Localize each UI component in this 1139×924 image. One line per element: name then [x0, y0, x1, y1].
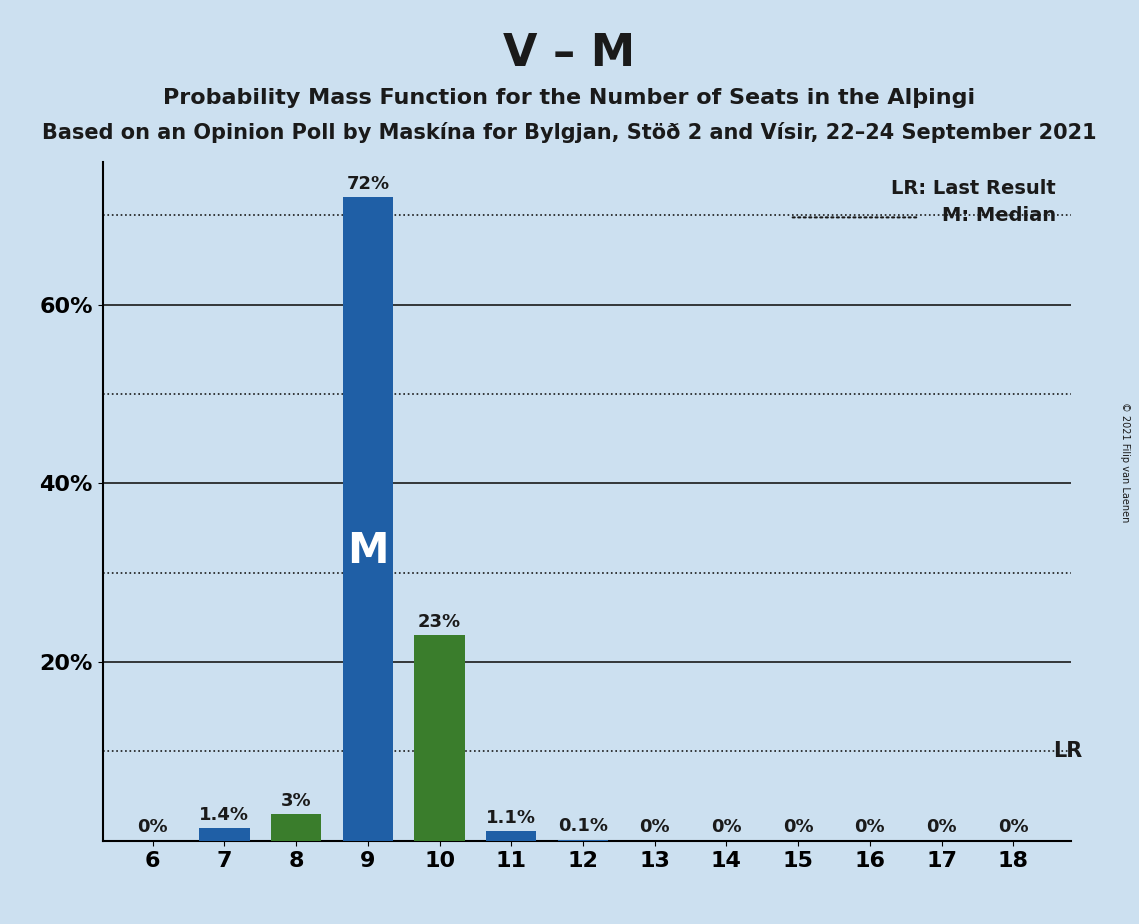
Text: 0%: 0% — [998, 819, 1029, 836]
Text: 0%: 0% — [711, 819, 741, 836]
Text: 0%: 0% — [782, 819, 813, 836]
Bar — [271, 814, 321, 841]
Text: M: Median: M: Median — [942, 206, 1056, 225]
Bar — [415, 636, 465, 841]
Text: V – M: V – M — [503, 32, 636, 76]
Text: Based on an Opinion Poll by Maskína for Bylgjan, Stöð 2 and Vísir, 22–24 Septemb: Based on an Opinion Poll by Maskína for … — [42, 122, 1097, 143]
Text: 0%: 0% — [639, 819, 670, 836]
Text: 3%: 3% — [281, 792, 311, 809]
Text: Probability Mass Function for the Number of Seats in the Alþingi: Probability Mass Function for the Number… — [163, 88, 976, 108]
Text: LR: Last Result: LR: Last Result — [892, 178, 1056, 198]
Text: 23%: 23% — [418, 613, 461, 631]
Text: © 2021 Filip van Laenen: © 2021 Filip van Laenen — [1121, 402, 1130, 522]
Text: M: M — [347, 530, 388, 572]
Text: 0%: 0% — [926, 819, 957, 836]
Text: 72%: 72% — [346, 175, 390, 193]
Bar — [343, 198, 393, 841]
Text: LR: LR — [1052, 741, 1082, 761]
Text: 1.1%: 1.1% — [486, 808, 536, 827]
Text: 0%: 0% — [138, 819, 169, 836]
Bar — [199, 828, 249, 841]
Bar — [486, 831, 536, 841]
Text: 0.1%: 0.1% — [558, 818, 608, 835]
Text: 1.4%: 1.4% — [199, 806, 249, 824]
Text: 0%: 0% — [854, 819, 885, 836]
